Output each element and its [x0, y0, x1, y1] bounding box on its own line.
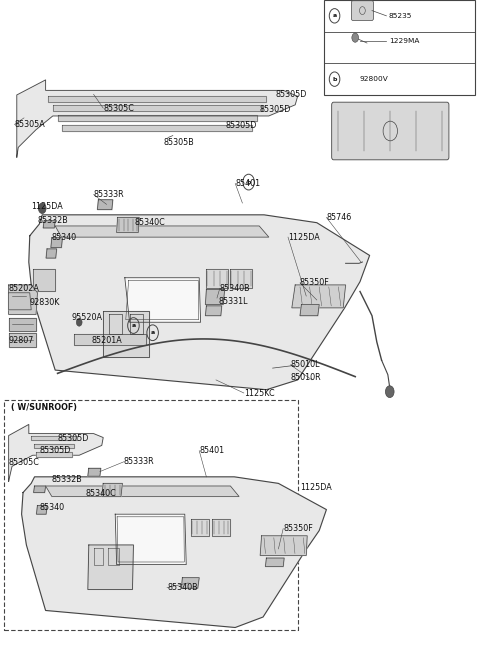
Polygon shape	[58, 115, 257, 121]
Polygon shape	[230, 269, 252, 288]
Circle shape	[38, 203, 46, 214]
Text: 1229MA: 1229MA	[389, 38, 419, 44]
Text: 1125KC: 1125KC	[244, 388, 275, 398]
Polygon shape	[51, 238, 62, 248]
Text: 85305D: 85305D	[276, 90, 307, 100]
Polygon shape	[205, 290, 225, 305]
Circle shape	[352, 33, 359, 43]
Polygon shape	[9, 424, 103, 481]
Polygon shape	[55, 226, 269, 237]
Text: 1125DA: 1125DA	[300, 483, 332, 493]
Text: a: a	[132, 323, 135, 328]
FancyBboxPatch shape	[324, 0, 475, 95]
Polygon shape	[46, 486, 239, 496]
Text: 85305D: 85305D	[40, 446, 71, 455]
Polygon shape	[9, 293, 31, 310]
Circle shape	[76, 318, 82, 326]
Text: 85340: 85340	[40, 503, 65, 512]
Polygon shape	[33, 269, 55, 291]
Polygon shape	[53, 105, 262, 111]
Polygon shape	[29, 215, 370, 390]
Polygon shape	[62, 125, 252, 131]
Polygon shape	[31, 436, 77, 440]
Text: 85331L: 85331L	[218, 297, 248, 306]
Polygon shape	[212, 519, 230, 536]
Text: 85332B: 85332B	[37, 216, 68, 225]
Text: 85746: 85746	[326, 213, 352, 222]
Text: ( W/SUNROOF): ( W/SUNROOF)	[11, 403, 77, 412]
Polygon shape	[22, 477, 326, 627]
Text: 85202A: 85202A	[9, 284, 39, 293]
Text: 85340C: 85340C	[134, 218, 165, 227]
Polygon shape	[300, 305, 319, 316]
Text: b: b	[332, 77, 337, 82]
Polygon shape	[88, 545, 133, 590]
Text: 85305A: 85305A	[14, 120, 45, 129]
Polygon shape	[9, 333, 36, 347]
Polygon shape	[34, 444, 74, 448]
Polygon shape	[88, 468, 101, 476]
Polygon shape	[48, 96, 266, 102]
FancyBboxPatch shape	[332, 102, 449, 160]
FancyBboxPatch shape	[4, 400, 298, 630]
Text: b: b	[246, 179, 251, 185]
Text: 85305D: 85305D	[259, 105, 290, 114]
Polygon shape	[97, 200, 113, 210]
Text: 85305D: 85305D	[58, 434, 89, 443]
Text: 85010R: 85010R	[290, 373, 321, 383]
Polygon shape	[206, 269, 228, 288]
Text: 85340: 85340	[52, 233, 77, 242]
Text: 95520A: 95520A	[71, 313, 102, 322]
Text: 92830K: 92830K	[30, 298, 60, 307]
Text: a: a	[151, 330, 155, 335]
Polygon shape	[115, 514, 186, 565]
Text: 85350F: 85350F	[300, 278, 330, 288]
Polygon shape	[117, 217, 139, 233]
Text: 85333R: 85333R	[94, 190, 124, 199]
Text: 85305C: 85305C	[103, 103, 134, 113]
Polygon shape	[260, 536, 307, 555]
Circle shape	[385, 386, 394, 398]
Text: 85401: 85401	[199, 446, 224, 455]
Text: 85332B: 85332B	[52, 475, 83, 484]
Polygon shape	[191, 519, 209, 536]
Text: 92800V: 92800V	[360, 76, 389, 82]
Polygon shape	[9, 318, 36, 331]
Text: 85340B: 85340B	[220, 284, 251, 293]
Text: 85340C: 85340C	[85, 489, 116, 498]
Polygon shape	[43, 221, 55, 228]
Polygon shape	[36, 506, 47, 514]
Polygon shape	[17, 80, 298, 157]
Polygon shape	[74, 334, 146, 345]
Polygon shape	[46, 249, 57, 258]
Polygon shape	[265, 558, 284, 567]
Text: 85305C: 85305C	[9, 458, 39, 467]
Polygon shape	[9, 285, 37, 314]
Text: 85010L: 85010L	[290, 360, 320, 369]
Text: 85201A: 85201A	[91, 336, 122, 345]
Text: 1125DA: 1125DA	[288, 233, 320, 242]
Polygon shape	[102, 483, 122, 496]
Text: a: a	[333, 13, 336, 18]
FancyBboxPatch shape	[351, 1, 373, 20]
Polygon shape	[181, 578, 199, 588]
Polygon shape	[205, 306, 222, 316]
Text: 92807: 92807	[9, 336, 34, 345]
Text: 85401: 85401	[235, 179, 260, 188]
Text: 85350F: 85350F	[283, 524, 313, 533]
Text: 85305B: 85305B	[163, 138, 194, 147]
Polygon shape	[36, 452, 72, 457]
Text: 1125DA: 1125DA	[31, 202, 63, 211]
Text: 85340B: 85340B	[167, 583, 198, 592]
Polygon shape	[292, 285, 346, 308]
Polygon shape	[34, 486, 46, 493]
Text: 85235: 85235	[389, 13, 412, 19]
Text: 85305D: 85305D	[226, 121, 257, 130]
Polygon shape	[103, 311, 149, 357]
Polygon shape	[125, 278, 201, 322]
Text: 85333R: 85333R	[124, 457, 155, 466]
